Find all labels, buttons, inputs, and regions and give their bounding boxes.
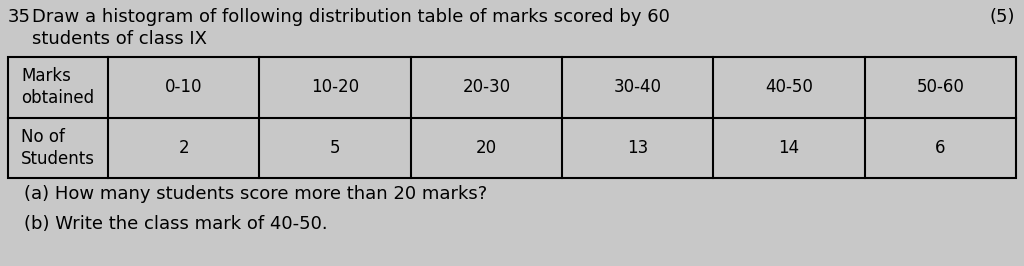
Text: 14: 14 bbox=[778, 139, 800, 157]
Text: (a) How many students score more than 20 marks?: (a) How many students score more than 20… bbox=[24, 185, 487, 203]
Bar bbox=[8, 57, 1016, 178]
Text: No of
Students: No of Students bbox=[22, 128, 95, 168]
Text: 6: 6 bbox=[935, 139, 945, 157]
Text: 0-10: 0-10 bbox=[165, 78, 203, 96]
Text: Draw a histogram of following distribution table of marks scored by 60: Draw a histogram of following distributi… bbox=[32, 8, 670, 26]
Text: 50-60: 50-60 bbox=[916, 78, 965, 96]
Text: 2: 2 bbox=[178, 139, 189, 157]
Text: (5): (5) bbox=[989, 8, 1015, 26]
Text: 5: 5 bbox=[330, 139, 340, 157]
Text: 13: 13 bbox=[627, 139, 648, 157]
Text: 10-20: 10-20 bbox=[311, 78, 359, 96]
Text: 20: 20 bbox=[476, 139, 497, 157]
Text: (b) Write the class mark of 40-50.: (b) Write the class mark of 40-50. bbox=[24, 215, 328, 233]
Text: 30-40: 30-40 bbox=[613, 78, 662, 96]
Text: 40-50: 40-50 bbox=[765, 78, 813, 96]
Text: 20-30: 20-30 bbox=[462, 78, 510, 96]
Text: Marks
obtained: Marks obtained bbox=[22, 67, 94, 107]
Text: 35: 35 bbox=[8, 8, 31, 26]
Text: students of class IX: students of class IX bbox=[32, 30, 207, 48]
